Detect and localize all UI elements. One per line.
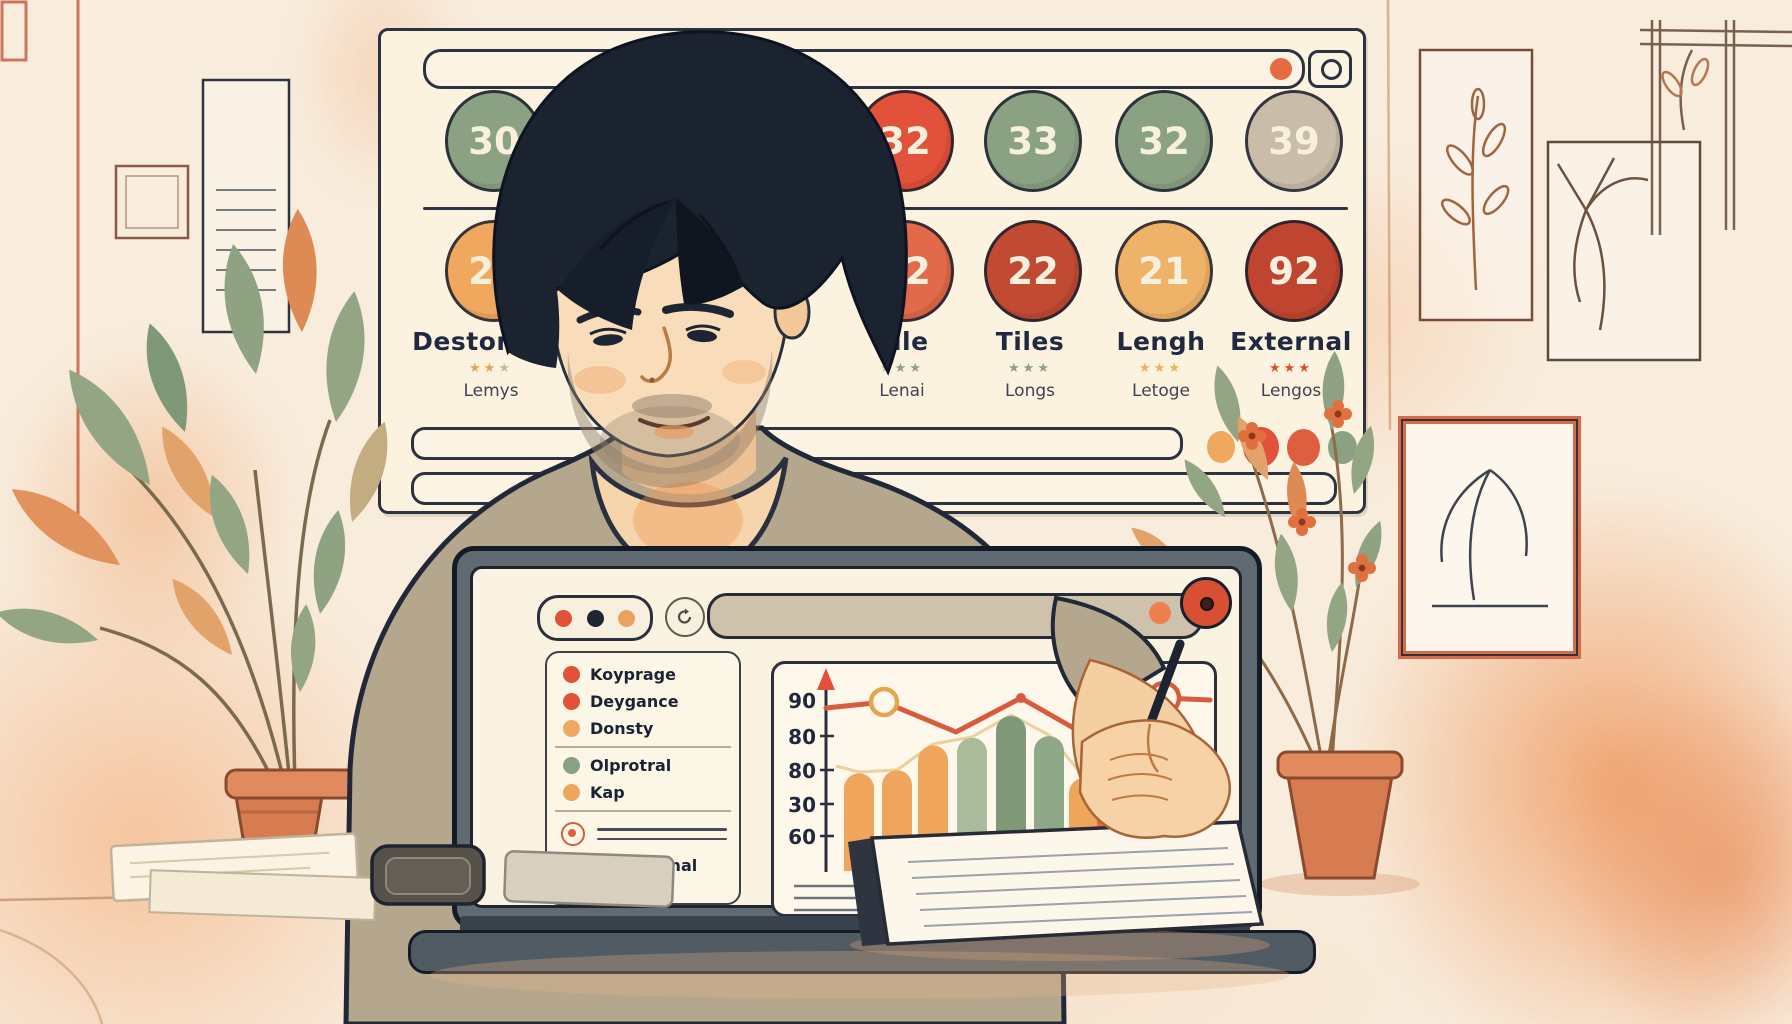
close-button-pip [1200,597,1214,611]
radio-dot [567,828,576,837]
metric-sublabel: Lenai [879,381,925,401]
sidebar-item-koyprage[interactable]: Koyprage [547,661,739,688]
dashboard-search-bar[interactable] [423,49,1305,89]
paper-2 [148,869,377,922]
y-tick-label: 80 [788,725,816,749]
legend-label: Donsty [590,719,654,738]
metric-stars: ★★★ [469,361,513,376]
notebook [848,820,1265,946]
legend-dot-icon [563,666,580,683]
legend-label: Kap [590,783,625,802]
man-hand [1078,719,1231,839]
y-tick-label: 60 [788,825,816,849]
sidebar-item-olprotral[interactable]: Olprotral [547,752,739,779]
y-tick-label: 30 [788,793,816,817]
refresh-button[interactable] [665,597,705,637]
phone [370,844,486,906]
sidebar-item-kap[interactable]: Kap [547,779,739,806]
y-tick-label: 80 [788,759,816,783]
metric-sublabel: Lemys [463,381,519,401]
man-hair [492,30,908,376]
trend-point-open [868,686,900,718]
legend-dot-icon [563,784,580,801]
legend-dot-icon [563,693,580,710]
sidebar-item-deygance[interactable]: Deygance [547,688,739,715]
refresh-icon [677,608,692,624]
sidebar-radio-row [547,816,739,852]
metric-stars: ★★★ [1008,361,1052,376]
record-circle-button[interactable] [1308,50,1352,88]
legend-dot-icon [563,757,580,774]
traffic-light-dot[interactable] [586,609,604,627]
legend-label: Deygance [590,692,679,711]
y-tick-label: 90 [788,689,816,713]
desk-card [503,850,675,908]
traffic-light-dot[interactable] [618,609,636,627]
metric-badge-top: 33 [984,90,1082,192]
sidebar-divider [555,746,731,748]
radio-button[interactable] [561,822,585,846]
metric-sublabel: Longs [1005,381,1055,401]
trend-point [1016,693,1026,703]
sidebar-item-donsty[interactable]: Donsty [547,715,739,742]
url-bar-dot-icon [1149,602,1171,624]
traffic-light-dot[interactable] [554,609,572,627]
legend-dot-icon [563,720,580,737]
search-bar-dot-icon [1270,58,1292,80]
close-button[interactable] [1180,577,1232,629]
metric-badge-bottom: 22 [984,220,1082,322]
sidebar-text-rules [597,821,727,847]
legend-label: Olprotral [590,756,672,775]
legend-label: Koyprage [590,665,676,684]
browser-traffic-lights [537,595,653,641]
axis-arrow-icon [817,668,835,690]
sidebar-divider [555,810,731,812]
circle-icon [1321,59,1342,80]
metric-label: Tiles [995,327,1065,356]
